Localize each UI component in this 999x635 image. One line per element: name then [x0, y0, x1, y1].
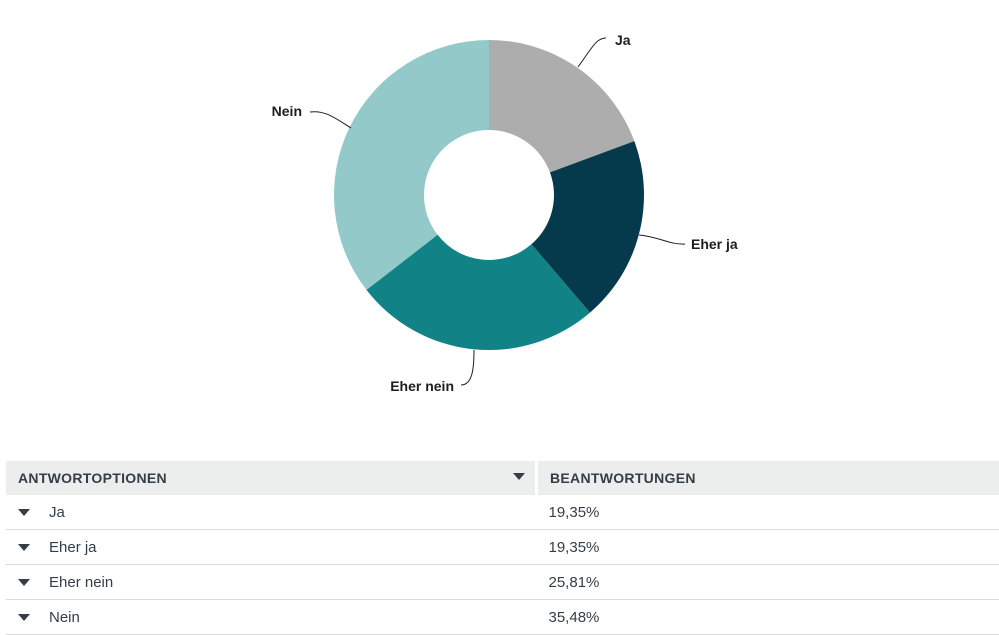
option-cell: Eher ja — [6, 530, 537, 565]
option-label: Ja — [49, 504, 65, 521]
column-header-responses: BEANTWORTUNGEN — [537, 461, 999, 495]
expand-caret-icon[interactable] — [18, 509, 30, 516]
slice-label: Nein — [272, 103, 302, 119]
leader-line — [310, 112, 351, 128]
slice-label: Ja — [615, 32, 631, 48]
table-row: Eher nein 25,81% — [6, 565, 999, 600]
response-value: 25,81% — [537, 565, 999, 600]
option-cell: Nein — [6, 600, 537, 635]
option-label: Eher nein — [49, 574, 113, 591]
column-header-options[interactable]: ANTWORTOPTIONEN — [6, 461, 537, 495]
option-cell: Ja — [6, 495, 537, 530]
table-row: Nein 35,48% — [6, 600, 999, 635]
sort-dropdown-icon[interactable] — [513, 473, 525, 480]
option-label: Eher ja — [49, 539, 97, 556]
expand-caret-icon[interactable] — [18, 614, 30, 621]
expand-caret-icon[interactable] — [18, 579, 30, 586]
table-row: Eher ja 19,35% — [6, 530, 999, 565]
donut-chart: Ja Eher ja Eher nein Nein — [0, 0, 999, 430]
table-row: Ja 19,35% — [6, 495, 999, 530]
response-value: 19,35% — [537, 495, 999, 530]
table-header-row: ANTWORTOPTIONEN BEANTWORTUNGEN — [6, 461, 999, 495]
expand-caret-icon[interactable] — [18, 544, 30, 551]
leader-line — [461, 350, 474, 385]
column-header-responses-label: BEANTWORTUNGEN — [550, 470, 696, 486]
slice-label: Eher ja — [691, 236, 738, 252]
response-value: 19,35% — [537, 530, 999, 565]
results-table: ANTWORTOPTIONEN BEANTWORTUNGEN Ja 19,35%… — [6, 461, 999, 635]
option-cell: Eher nein — [6, 565, 537, 600]
column-header-options-label: ANTWORTOPTIONEN — [18, 470, 167, 486]
response-value: 35,48% — [537, 600, 999, 635]
slice-label: Eher nein — [390, 378, 454, 394]
donut-slice-nein[interactable] — [334, 40, 489, 290]
leader-line — [639, 235, 685, 244]
leader-line — [578, 38, 606, 67]
option-label: Nein — [49, 609, 80, 626]
